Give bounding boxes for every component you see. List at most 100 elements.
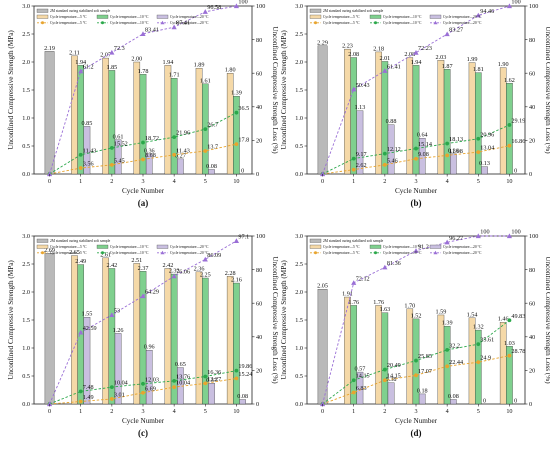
loss-label-2-6: 100: [511, 229, 520, 236]
loss-label-1-2: 20.49: [387, 362, 401, 369]
y-tick-label: 1.0: [22, 345, 30, 352]
loss-label-1-3: 25.85: [418, 353, 432, 360]
x-tick-label: 0: [321, 178, 324, 185]
bar-1-4: [437, 60, 445, 175]
y-tick-label: 3.0: [295, 3, 303, 10]
y2-tick-label: 40: [256, 334, 262, 341]
x-tick-label: 3: [414, 178, 417, 185]
bar-1-2: [102, 57, 109, 175]
loss-point-2-3: [140, 31, 146, 36]
bar-label-1-5: 1.89: [194, 62, 205, 69]
x-tick-label: 0: [48, 408, 51, 415]
legend-swatch: [309, 14, 322, 19]
chart-panel-2: 2.69 2.65 2.612.512.42 2.362.282.492.42 2.37…: [7, 233, 279, 438]
bar-label-3-6: 0: [514, 168, 517, 175]
bar-2-4: [170, 78, 178, 175]
loss-point-1-6: [507, 123, 512, 127]
loss-point-1-5: [476, 342, 481, 347]
legend-text: Cycle temperature—10 °C: [383, 21, 422, 25]
y2-axis-title: Unconfined Compressive Strength Loss (%): [544, 26, 550, 154]
x-tick-label: 10: [233, 408, 239, 415]
x-axis-title: Cycle Number: [395, 187, 438, 195]
loss-label-1-2: 15.52: [114, 140, 128, 147]
loss-label-0-1: 6.83: [356, 385, 367, 392]
legend-marker: [374, 21, 377, 25]
loss-label-2-2: 81.36: [387, 260, 401, 267]
bar-3-3: [418, 137, 426, 175]
bar-label-3-2: 0.88: [386, 118, 397, 125]
loss-point-1-2: [109, 146, 114, 150]
loss-point-2-2: [382, 68, 388, 73]
legend-marker: [41, 251, 44, 255]
y-tick-label: 0.5: [295, 143, 303, 150]
loss-point-1-1: [78, 389, 83, 394]
bar-0-0: [44, 51, 55, 175]
bar-label-3-3: 0.64: [417, 132, 428, 139]
legend-text: Cycle temperature—5 °C: [323, 21, 360, 25]
loss-point-1-2: [382, 367, 387, 372]
legend-text: 2M standard curing stabilized soft sampl…: [323, 239, 384, 243]
bar-label-1-4: 2.42: [163, 262, 174, 269]
loss-label-1-5: 20.96: [480, 131, 494, 138]
bar-2-6: [233, 282, 240, 405]
legend-swatch: [429, 244, 442, 249]
loss-point-2-4: [171, 273, 177, 279]
bar-label-3-1: 0.57: [355, 366, 366, 373]
y-tick-label: 1.5: [295, 317, 303, 324]
y-tick-label: 0.5: [22, 143, 30, 150]
legend-swatch: [36, 244, 49, 249]
loss-point-1-3: [141, 381, 145, 386]
legend-text: 2M standard curing stabilized soft sampl…: [323, 9, 384, 13]
loss-point-2-5: [202, 9, 208, 14]
x-axis-title: Cycle Number: [122, 417, 165, 425]
loss-label-0-1: 1.49: [83, 394, 94, 401]
loss-label-1-3: 15.14: [418, 141, 432, 148]
bar-label-1-2: 2.61: [100, 251, 111, 258]
y2-tick-label: 60: [529, 70, 535, 77]
loss-label-2-5: 86.09: [207, 252, 221, 259]
loss-point-2-1: [78, 68, 84, 74]
bar-3-2: [387, 124, 395, 175]
x-tick-label: 2: [110, 408, 113, 415]
loss-label-2-2: 72.3: [114, 45, 125, 52]
loss-label-0-6: 17.8: [238, 137, 249, 144]
x-tick-label: 10: [506, 408, 512, 415]
loss-point-2-3: [140, 293, 146, 299]
loss-label-0-2: 14.15: [387, 373, 401, 380]
legend-text: Cycle temperature—20 °C: [443, 251, 482, 255]
bar-label-2-2: 1.85: [106, 64, 117, 71]
loss-label-0-3: 17.07: [418, 368, 432, 375]
panel-label: (b): [411, 198, 422, 208]
loss-label-1-2: 10.04: [114, 380, 128, 387]
legend-marker: [160, 20, 165, 25]
loss-point-2-6: [233, 238, 240, 243]
y2-tick-label: 0: [256, 171, 259, 178]
loss-point-0-1: [351, 167, 356, 172]
bar-label-2-3: 1.52: [411, 312, 422, 319]
loss-label-1-6: 36.5: [238, 105, 249, 112]
legend-text: Cycle temperature—20 °C: [170, 15, 209, 19]
y-tick-label: 3.0: [295, 233, 303, 240]
loss-point-0-6: [234, 142, 239, 146]
bar-3-5: [208, 169, 215, 175]
bar-1-2: [375, 51, 382, 175]
legend-swatch: [36, 14, 49, 19]
x-tick-label: 4: [446, 408, 449, 415]
loss-point-0-6: [507, 353, 512, 358]
loss-label-1-4: 21.96: [176, 130, 190, 137]
bar-label-1-3: 2.00: [131, 56, 142, 63]
loss-label-2-1: 61.2: [83, 64, 94, 71]
bar-label-1-3: 2.08: [404, 51, 415, 58]
bar-label-3-5: 0: [483, 398, 486, 405]
x-tick-label: 3: [141, 178, 144, 185]
bar-1-3: [133, 61, 141, 175]
bar-label-0-0: 2.05: [317, 283, 328, 290]
legend-swatch: [36, 8, 49, 13]
legend-text: Cycle temperature—5 °C: [50, 251, 87, 255]
legend-text: Cycle temperature—10 °C: [383, 251, 422, 255]
loss-label-2-5: 100: [480, 229, 489, 236]
loss-point-1-6: [234, 110, 239, 115]
loss-label-2-4: 87.41: [176, 20, 190, 27]
